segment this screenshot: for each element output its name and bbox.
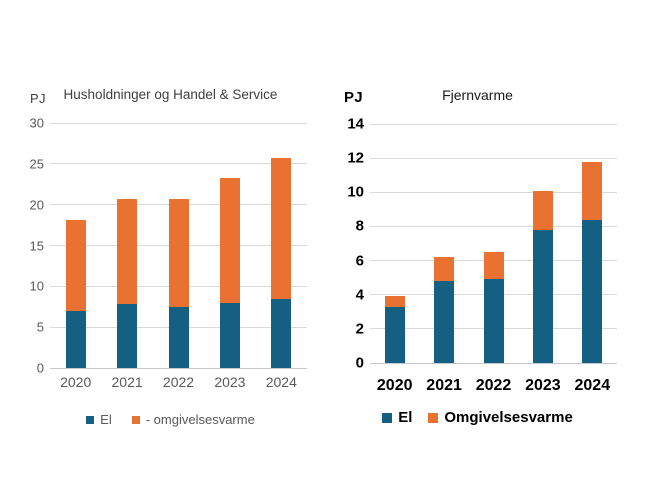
gridline [370,225,617,227]
y-axis-tick-label: 10 [29,278,44,294]
x-axis-label: 2020 [60,374,92,390]
x-axis-label: 2021 [426,377,462,394]
chart-legend: El - omgivelsesvarme [42,413,299,426]
x-axis-label: 2022 [162,374,195,390]
bar-segment-omgivelsesvarme [117,198,138,305]
bar-segment-omgivelsesvarme [532,190,553,230]
y-axis-tick-label: 5 [36,319,44,335]
x-axis-label: 2022 [475,377,512,394]
chart-title: Fjernvarme [442,87,513,103]
gridline [50,122,307,124]
bar-segment-el [532,229,553,363]
legend-item: Omgivelsesvarme [428,409,573,426]
y-axis-unit-label: PJ [344,89,363,106]
bar-segment-el [271,298,292,368]
bar-segment-omgivelsesvarme [65,220,86,311]
legend-item: El [86,413,112,426]
x-axis-label: 2021 [111,374,143,390]
x-axis-label: 2024 [574,377,611,394]
bar-segment-omgivelsesvarme [582,161,603,220]
legend-label: - omgivelsesvarme [145,412,255,427]
gridline [50,163,307,165]
bar-segment-omgivelsesvarme [168,198,189,307]
gridline [370,157,617,159]
y-axis-tick-label: 20 [29,197,44,213]
bar-segment-el [384,306,405,363]
x-axis-label: 2023 [525,377,561,394]
x-axis-label: 2024 [265,374,297,390]
bar-segment-el [65,310,86,368]
bar-segment-omgivelsesvarme [219,177,240,303]
bar-segment-el [483,279,504,363]
y-axis-unit-label: PJ [30,91,46,106]
x-axis-line [370,362,617,364]
legend-swatch-icon [86,415,95,424]
bar-segment-el [582,219,603,363]
y-axis-tick-label: 25 [29,156,44,172]
y-axis-tick-label: 0 [355,354,364,372]
legend-swatch-icon [428,412,439,423]
y-axis-tick-label: 4 [355,286,364,304]
bar-segment-el [168,306,189,368]
y-axis-tick-label: 6 [355,252,364,270]
y-axis-tick-label: 0 [36,360,44,376]
y-axis-tick-label: 14 [347,115,364,133]
bar-segment-el [434,281,455,363]
bar-segment-omgivelsesvarme [483,252,504,280]
chart-title: Husholdninger og Handel & Service [63,87,278,102]
bar-segment-el [117,304,138,368]
legend-label: El [398,409,413,426]
x-axis-label: 2020 [376,377,413,394]
y-axis-tick-label: 12 [347,149,364,167]
y-axis-tick-label: 2 [355,320,364,338]
gridline [370,123,617,125]
bar-segment-omgivelsesvarme [271,158,292,299]
legend-swatch-icon [131,415,140,424]
legend-label: El [100,412,112,427]
legend-swatch-icon [382,412,393,423]
gridline [370,191,617,193]
y-axis-tick-label: 15 [29,238,44,253]
bar-segment-omgivelsesvarme [384,296,405,307]
y-axis-tick-label: 8 [355,217,364,235]
bar-segment-omgivelsesvarme [434,257,455,282]
bar-segment-el [219,302,240,368]
legend-item: El [382,410,412,425]
chart-legend: El Omgivelsesvarme [354,410,601,425]
legend-item: - omgivelsesvarme [131,412,255,427]
x-axis-label: 2023 [214,374,246,390]
x-axis-line [50,367,307,369]
y-axis-tick-label: 30 [29,115,44,131]
legend-label: Omgivelsesvarme [444,409,573,426]
y-axis-tick-label: 10 [347,183,364,201]
